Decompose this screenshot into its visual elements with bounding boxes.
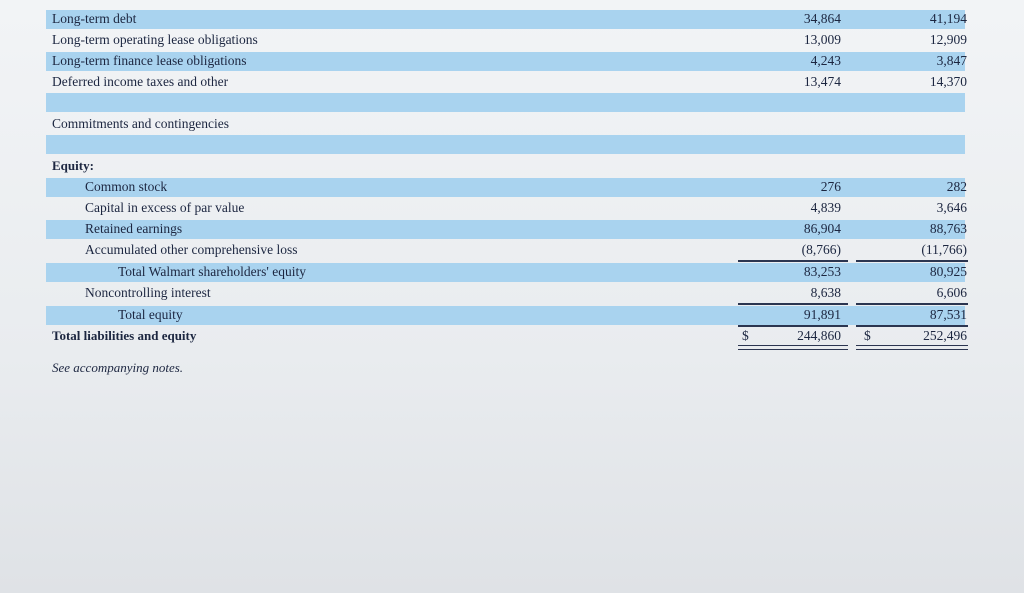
amount: 3,847	[936, 53, 967, 68]
row-label: Noncontrolling interest	[85, 285, 211, 300]
row-label: Retained earnings	[85, 221, 183, 236]
row-label: Equity:	[52, 158, 94, 173]
highlight-band	[46, 135, 965, 154]
amount: 87,531	[929, 307, 967, 322]
row-label: Total liabilities and equity	[52, 328, 197, 343]
amount: 14,370	[929, 74, 967, 89]
amount: 91,891	[803, 307, 841, 322]
amount: 8,638	[810, 285, 841, 300]
double-underline	[738, 345, 848, 350]
row-label: Total equity	[118, 307, 183, 322]
highlight-band	[46, 10, 965, 29]
row-label: Common stock	[85, 179, 168, 194]
row-label: Long-term finance lease obligations	[52, 53, 247, 68]
underline	[738, 260, 848, 262]
amount: 3,646	[936, 200, 967, 215]
amount: 88,763	[929, 221, 967, 236]
highlight-band	[46, 178, 965, 197]
amount: 13,009	[803, 32, 841, 47]
row-label: Long-term debt	[52, 11, 137, 26]
underline	[738, 303, 848, 305]
amount: 41,194	[929, 11, 967, 26]
amount: 276	[820, 179, 841, 194]
highlight-band	[46, 263, 965, 282]
underline	[856, 260, 968, 262]
row-label: Long-term operating lease obligations	[52, 32, 258, 47]
highlight-band	[46, 52, 965, 71]
amount: 12,909	[929, 32, 967, 47]
amount: 4,243	[810, 53, 841, 68]
amount: 244,860	[797, 328, 841, 343]
highlight-band	[46, 93, 965, 112]
currency-symbol: $	[742, 328, 749, 343]
row-label: Accumulated other comprehensive loss	[85, 242, 298, 257]
amount: (8,766)	[801, 242, 841, 257]
amount: 13,474	[803, 74, 841, 89]
underline	[856, 325, 968, 327]
underline	[856, 303, 968, 305]
highlight-band	[46, 220, 965, 239]
highlight-band	[46, 306, 965, 325]
double-underline	[856, 345, 968, 350]
currency-symbol: $	[864, 328, 871, 343]
row-label: Total Walmart shareholders' equity	[118, 264, 306, 279]
amount: 282	[946, 179, 967, 194]
amount: 83,253	[803, 264, 841, 279]
row-label: Commitments and contingencies	[52, 116, 229, 131]
footnote: See accompanying notes.	[52, 360, 184, 375]
amount: 34,864	[803, 11, 841, 26]
row-label: Deferred income taxes and other	[52, 74, 229, 89]
amount: 6,606	[936, 285, 967, 300]
amount: 86,904	[803, 221, 841, 236]
row-label: Capital in excess of par value	[85, 200, 245, 215]
amount: 80,925	[929, 264, 967, 279]
amount: 4,839	[810, 200, 841, 215]
amount: 252,496	[923, 328, 967, 343]
amount: (11,766)	[921, 242, 967, 257]
underline	[738, 325, 848, 327]
